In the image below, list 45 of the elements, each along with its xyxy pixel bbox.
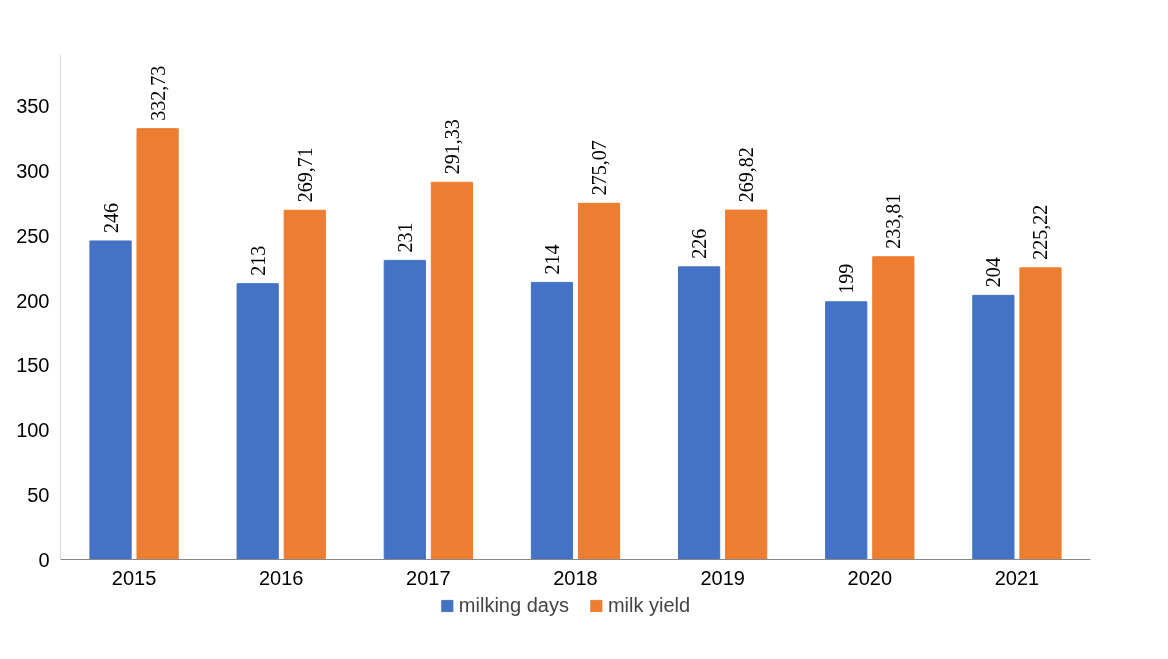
y-tick-label: 0	[38, 548, 50, 571]
x-tick-label: 2020	[847, 566, 893, 589]
y-tick-label: 150	[16, 354, 50, 377]
data-label: 214	[540, 244, 563, 275]
bar	[430, 181, 473, 560]
bar	[89, 240, 132, 560]
bar	[136, 128, 179, 560]
data-label: 291,33	[440, 119, 463, 175]
y-tick-label: 200	[16, 289, 50, 312]
y-tick-label: 350	[16, 95, 50, 118]
x-tick-label: 2016	[258, 566, 304, 589]
data-label: 233,81	[882, 193, 905, 249]
x-tick-label: 2015	[111, 566, 157, 589]
legend-label: milk yield	[607, 593, 691, 617]
x-tick-label: 2019	[700, 566, 745, 589]
bar	[872, 256, 915, 560]
y-tick-label: 250	[16, 224, 50, 247]
y-tick-label: 50	[27, 483, 50, 506]
y-tick-label: 300	[16, 160, 50, 183]
data-label: 199	[835, 263, 858, 294]
bar	[236, 283, 279, 560]
x-tick-label: 2017	[406, 566, 451, 589]
x-tick-label: 2018	[553, 566, 598, 589]
bar	[1019, 267, 1062, 560]
y-tick-label: 100	[16, 419, 50, 442]
data-label: 275,07	[588, 140, 611, 196]
data-label: 213	[246, 245, 269, 276]
data-label: 269,82	[735, 147, 758, 203]
data-label: 231	[393, 222, 416, 253]
bar	[530, 281, 574, 560]
bar	[825, 301, 868, 560]
bar	[972, 294, 1015, 560]
bar	[678, 266, 721, 560]
data-label: 204	[982, 257, 1005, 288]
legend-label: milking days	[458, 593, 569, 617]
bar	[725, 209, 768, 560]
bar	[283, 209, 326, 560]
x-tick-label: 2021	[994, 566, 1040, 589]
data-label: 226	[688, 228, 711, 259]
bar	[577, 202, 621, 560]
data-label: 246	[99, 202, 122, 233]
data-label: 332,73	[146, 65, 169, 121]
bar	[383, 259, 426, 560]
data-label: 225,22	[1029, 204, 1052, 260]
data-label: 269,71	[293, 147, 316, 203]
